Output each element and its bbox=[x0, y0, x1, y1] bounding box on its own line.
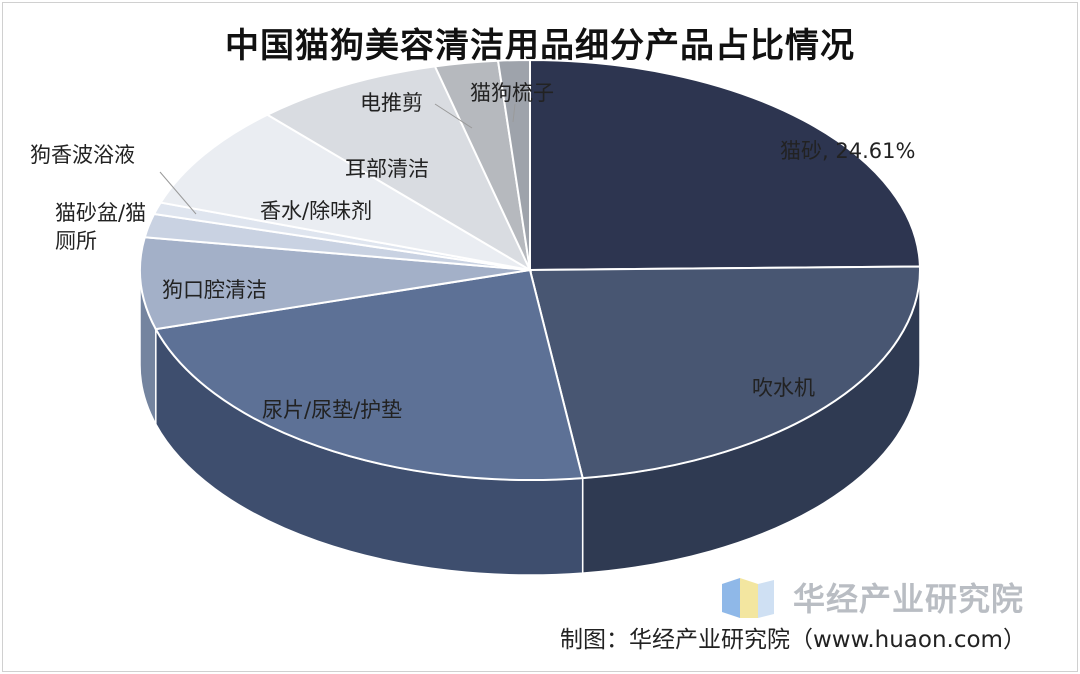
leader-line-9 bbox=[512, 103, 516, 123]
slice-label-8: 电推剪 bbox=[360, 91, 423, 115]
watermark-logo bbox=[722, 578, 774, 618]
pie-slice-1 bbox=[528, 265, 921, 480]
slice-label-5: 狗香波浴液 bbox=[30, 143, 135, 167]
pie-slice-3 bbox=[139, 236, 531, 331]
watermark-text: 华经产业研究院 bbox=[793, 580, 1025, 618]
pie-slice-7 bbox=[265, 65, 533, 273]
slice-label-1: 吹水机 bbox=[752, 376, 815, 400]
leader-line-5 bbox=[159, 171, 197, 215]
slice-label-3: 狗口腔清洁 bbox=[162, 278, 267, 302]
leader-line-8 bbox=[434, 103, 473, 129]
pie-slice-0 bbox=[529, 58, 921, 272]
pie-slice-9 bbox=[496, 58, 531, 271]
pie-slice-2 bbox=[154, 268, 584, 481]
slice-label-0: 猫砂, 24.61% bbox=[780, 139, 915, 163]
slice-label-2: 尿片/尿垫/护垫 bbox=[262, 398, 402, 422]
slice-label-7: 耳部清洁 bbox=[345, 157, 429, 181]
source-caption: 制图：华经产业研究院（www.huaon.com） bbox=[560, 627, 1026, 653]
slice-label-9: 猫狗梳子 bbox=[470, 81, 554, 105]
pie-slice-6 bbox=[159, 113, 531, 271]
slice-label-4: 猫砂盆/猫厕所 bbox=[55, 201, 146, 253]
slice-label-6: 香水/除味剂 bbox=[260, 199, 372, 223]
